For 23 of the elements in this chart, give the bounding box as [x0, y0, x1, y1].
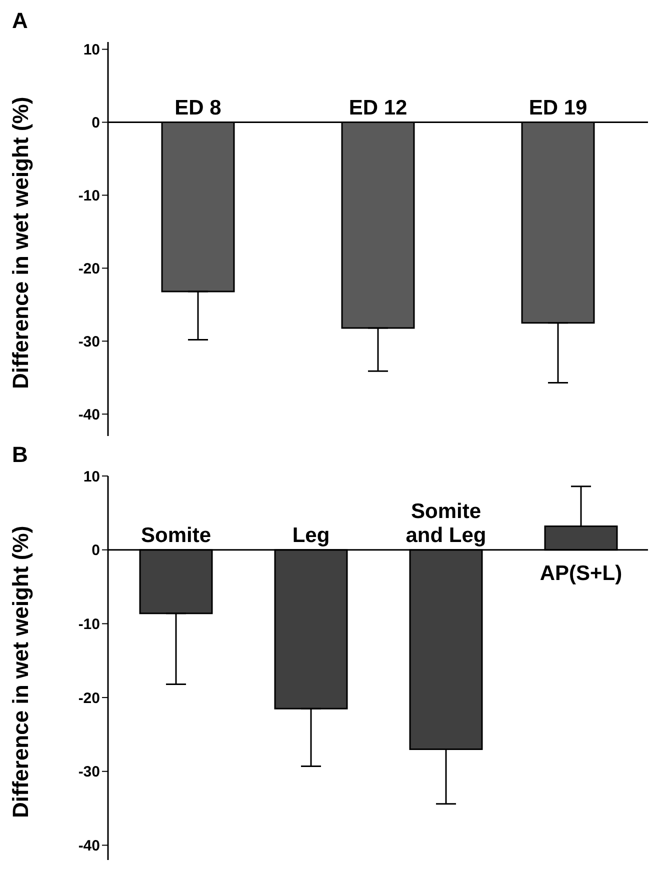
- y-tick-label: -10: [78, 616, 100, 634]
- y-tick-label: 0: [92, 114, 100, 132]
- y-tick-label: -20: [78, 690, 100, 707]
- x-tick-label: ED 19: [528, 96, 588, 120]
- x-tick-label: Leg: [292, 524, 330, 547]
- y-axis-title: Difference in wet weight (%): [8, 96, 33, 389]
- chart-title: A: [11, 8, 29, 33]
- y-axis-title: Difference in wet weight (%): [8, 526, 33, 818]
- y-tick-label: -30: [78, 764, 100, 781]
- x-tick-label: ED 8: [174, 96, 222, 120]
- y-tick-label: 10: [83, 468, 100, 486]
- x-tick-label: Somite and Leg: [406, 500, 486, 547]
- x-tick-label: AP(S+L): [540, 562, 622, 585]
- y-tick-label: -10: [78, 188, 100, 205]
- y-tick-label: -30: [78, 333, 100, 350]
- y-tick-label: 0: [92, 542, 100, 560]
- y-tick-label: -40: [78, 838, 100, 855]
- x-tick-label: ED 12: [348, 96, 408, 120]
- y-tick-label: 10: [83, 42, 100, 59]
- chart-title: B: [11, 442, 29, 467]
- y-tick-label: -40: [78, 406, 100, 424]
- x-tick-label: Somite: [140, 524, 212, 547]
- y-tick-label: -20: [78, 260, 100, 278]
